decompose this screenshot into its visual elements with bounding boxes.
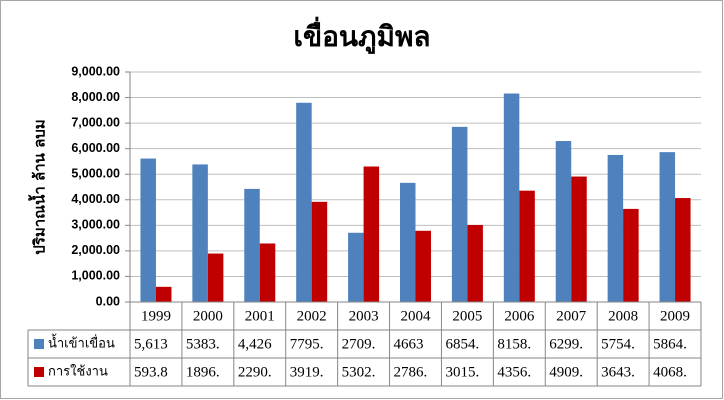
table-value: 2786. xyxy=(394,364,428,380)
bar xyxy=(259,243,276,302)
bar xyxy=(296,102,312,303)
y-tick-label: 9,000.00 xyxy=(71,64,120,78)
bar xyxy=(311,201,328,302)
bar xyxy=(467,224,483,302)
bar xyxy=(415,230,431,302)
table-value: 3643. xyxy=(601,364,635,380)
table-value: 4356. xyxy=(497,364,531,380)
bar xyxy=(192,164,208,302)
table-value: 5754. xyxy=(601,336,635,352)
y-tick-label: 3,000.00 xyxy=(71,218,120,232)
x-tick-label: 2001 xyxy=(245,308,275,324)
y-tick-label: 5,000.00 xyxy=(71,167,120,181)
bar xyxy=(207,253,224,302)
bar xyxy=(623,208,639,302)
legend-label: น้ำเข้าเขื่อน xyxy=(48,334,115,352)
x-tick-label: 2007 xyxy=(556,308,587,324)
bar xyxy=(451,126,468,302)
bar xyxy=(400,182,416,302)
y-tick-label: 1,000.00 xyxy=(71,269,120,283)
x-tick-label: 2006 xyxy=(504,308,535,324)
x-tick-label: 2009 xyxy=(660,308,690,324)
x-tick-label: 2000 xyxy=(193,308,223,324)
table-value: 5383. xyxy=(186,336,220,352)
table-value: 4663 xyxy=(394,336,424,352)
table-value: 7795. xyxy=(290,336,324,352)
table-value: 2290. xyxy=(238,364,272,380)
x-tick-label: 2005 xyxy=(452,308,482,324)
table-value: 593.8 xyxy=(134,364,168,380)
legend-label: การใช้งาน xyxy=(48,364,108,380)
table-value: 4,426 xyxy=(238,336,272,352)
y-tick-label: 8,000.00 xyxy=(71,90,120,104)
y-tick-label: 4,000.00 xyxy=(71,192,120,206)
table-value: 6854. xyxy=(445,336,479,352)
y-tick-label: 6,000.00 xyxy=(71,141,120,155)
y-tick-label: 0.00 xyxy=(96,294,120,308)
bar xyxy=(503,93,520,302)
table-value: 4068. xyxy=(653,364,687,380)
table-value: 3919. xyxy=(290,364,324,380)
bar xyxy=(519,190,535,302)
bar xyxy=(155,286,172,302)
table-value: 4909. xyxy=(549,364,583,380)
chart-title: เขื่อนภูมิพล xyxy=(293,16,430,54)
bar xyxy=(363,166,380,302)
table-value: 6299. xyxy=(549,336,583,352)
bar xyxy=(571,176,587,302)
bar xyxy=(555,141,572,302)
bar xyxy=(659,152,676,302)
x-tick-label: 2008 xyxy=(608,308,638,324)
table-value: 5,613 xyxy=(134,336,168,352)
table-value: 1896. xyxy=(186,364,220,380)
y-tick-label: 7,000.00 xyxy=(71,115,120,129)
x-tick-label: 1999 xyxy=(141,308,171,324)
table-value: 3015. xyxy=(445,364,479,380)
legend-swatch xyxy=(34,339,44,349)
x-tick-label: 2002 xyxy=(297,308,327,324)
bar xyxy=(607,154,624,302)
table-value: 5302. xyxy=(342,364,376,380)
table-value: 2709. xyxy=(342,336,376,352)
y-axis-label: ปริมาณน้ำ ล้าน ลบม xyxy=(28,119,49,254)
bar xyxy=(675,198,691,302)
x-tick-label: 2004 xyxy=(401,308,432,324)
table-value: 5864. xyxy=(653,336,687,352)
x-tick-label: 2003 xyxy=(349,308,379,324)
bar xyxy=(348,232,364,302)
table-value: 8158. xyxy=(497,336,531,352)
bar xyxy=(244,188,260,302)
y-tick-label: 2,000.00 xyxy=(71,243,120,257)
bar xyxy=(140,158,156,302)
legend-swatch xyxy=(34,367,44,377)
